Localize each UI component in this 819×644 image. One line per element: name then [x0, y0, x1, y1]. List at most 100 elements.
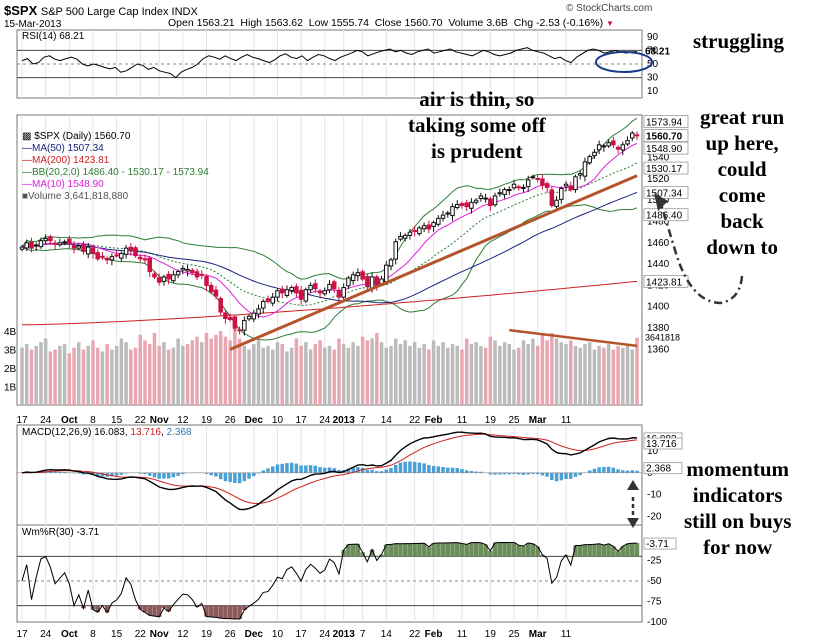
- macd-hist-bar: [261, 470, 266, 473]
- volume-bar: [323, 347, 327, 405]
- wpr-overbought-fill: [440, 542, 446, 557]
- candle-body: [454, 203, 460, 208]
- volume-bar: [43, 338, 48, 405]
- volume-bar: [67, 353, 72, 405]
- macd-hist-bar: [540, 472, 545, 476]
- volume-bar: [625, 344, 630, 405]
- volume-bar: [493, 340, 497, 405]
- volume-bar: [214, 334, 218, 405]
- volume-bar: [498, 345, 502, 405]
- volume-bar: [502, 342, 507, 405]
- x-tick-label-bottom: Mar: [529, 629, 547, 640]
- chart-date: 15-Mar-2013: [4, 19, 62, 30]
- candle-body: [204, 275, 209, 286]
- candle-body: [601, 145, 607, 148]
- macd-hist-bar: [502, 472, 507, 475]
- macd-hist-bar: [318, 466, 322, 473]
- volume-bar: [370, 338, 374, 405]
- candle-body: [114, 254, 119, 257]
- wpr-oversold-fill: [161, 605, 167, 609]
- wpr-panel: -25 -50 -75 -100 -3.71: [17, 537, 677, 628]
- candle-body: [355, 272, 361, 277]
- rsi-tick-label: 30: [647, 73, 659, 84]
- note-air-thin: air is thin, so taking some off is prude…: [408, 87, 546, 163]
- x-tick-label-bottom: Oct: [61, 629, 78, 640]
- macd-hist-bar: [304, 465, 308, 473]
- candle-body: [71, 245, 77, 249]
- macd-hist-bar: [204, 472, 209, 474]
- volume-bar: [313, 344, 318, 405]
- candle-body: [294, 286, 299, 294]
- price-label-ma200: 1423.81: [646, 277, 683, 288]
- x-tick-label-mid: 15: [111, 415, 123, 426]
- rsi-last-value: 68.21: [645, 47, 670, 58]
- volume-bar: [488, 336, 493, 405]
- x-tick-label-mid: 8: [90, 415, 96, 426]
- candle-body: [152, 273, 157, 278]
- candle-body: [341, 287, 346, 298]
- wpr-overbought-fill: [478, 542, 484, 557]
- x-tick-label-mid: 11: [561, 415, 572, 426]
- macd-hist-bar: [223, 472, 228, 482]
- down-triangle-icon: ▼: [606, 19, 614, 28]
- volume-bar: [621, 347, 625, 405]
- high-value: 1563.62: [264, 17, 303, 29]
- wpr-overbought-fill: [587, 544, 592, 557]
- volume-tick-label: 3B: [4, 346, 17, 357]
- volume-bar: [285, 351, 289, 405]
- candle-body: [166, 273, 171, 280]
- macd-hist-bar: [384, 469, 389, 473]
- volume-bar: [403, 340, 407, 405]
- volume-bar: [569, 340, 573, 405]
- wpr-tick-label: -75: [647, 597, 662, 608]
- volume-bar: [389, 345, 393, 405]
- candle-body: [540, 178, 545, 186]
- volume-bar: [308, 349, 313, 405]
- macd-hist-bar: [365, 469, 370, 473]
- bb-lower-line: [21, 204, 638, 341]
- macd-hist-bar: [360, 467, 365, 473]
- volume-bar: [195, 336, 199, 405]
- candle-body: [199, 273, 205, 276]
- candle-body: [483, 197, 488, 200]
- wpr-overbought-fill: [464, 544, 469, 557]
- x-tick-label-mid: Nov: [150, 415, 169, 426]
- macd-hist-bar: [474, 471, 478, 473]
- rsi-tick-label: 50: [647, 59, 659, 70]
- candle-body: [497, 192, 503, 195]
- price-tick-label: 1540: [647, 153, 670, 164]
- macd-hist-bar: [285, 463, 289, 473]
- candle-body: [119, 252, 124, 259]
- candle-body: [431, 222, 436, 227]
- volume-bar: [223, 336, 228, 405]
- wpr-overbought-fill: [630, 543, 635, 557]
- wpr-overbought-fill: [431, 543, 436, 557]
- volume-bar: [204, 332, 209, 405]
- wpr-oversold-fill: [104, 605, 110, 613]
- x-tick-label-mid: Mar: [529, 415, 547, 426]
- candle-body: [190, 269, 195, 274]
- macd-hist-bar: [77, 472, 81, 474]
- price-tick-label: 1480: [647, 217, 670, 228]
- volume-bar: [460, 349, 464, 405]
- volume-bar: [119, 338, 124, 405]
- wpr-oversold-fill: [147, 605, 152, 616]
- volume-bar: [166, 349, 171, 405]
- candle-body: [208, 284, 214, 293]
- macd-hist-bar: [95, 472, 100, 477]
- macd-hist-bar: [299, 465, 303, 473]
- support-trendline: [229, 174, 638, 351]
- macd-hist-bar: [507, 472, 512, 475]
- volume-bar: [341, 344, 346, 405]
- macd-hist-bar: [280, 463, 284, 473]
- candle-body: [592, 151, 597, 157]
- macd-hist-bar: [356, 467, 360, 473]
- candle-body: [421, 225, 427, 230]
- wpr-oversold-fill: [213, 605, 219, 618]
- volume-bar: [436, 345, 441, 405]
- candle-body: [138, 256, 143, 260]
- dash-dot-arrow: [659, 203, 744, 305]
- candle-body: [147, 257, 152, 273]
- x-tick-label-mid: 19: [485, 415, 497, 426]
